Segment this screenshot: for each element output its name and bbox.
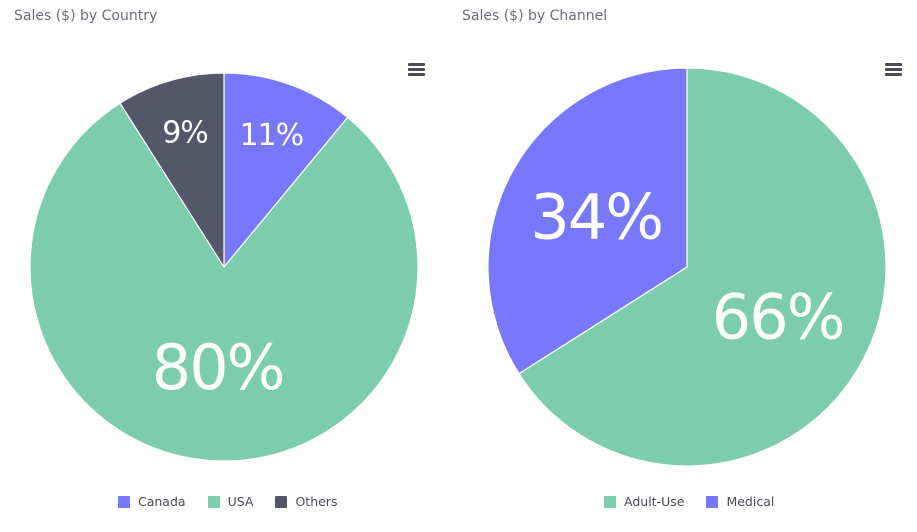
slice-data-label: 80% [152, 331, 284, 404]
legend-label: Medical [726, 494, 775, 509]
pie-slice-medical[interactable] [487, 67, 688, 375]
legend-swatch [604, 495, 616, 508]
country-chart-panel: Sales ($) by Country 11% 80% 9% Canada USA… [0, 0, 448, 532]
legend-item-others[interactable]: Others [275, 494, 337, 509]
slice-data-label: 34% [530, 181, 662, 254]
country-pie-chart: 11% 80% 9% [29, 72, 419, 462]
legend-swatch [118, 495, 130, 508]
chart-legend: Adult-Use Medical [604, 494, 774, 509]
chart-title: Sales ($) by Channel [462, 8, 608, 24]
slice-data-label: 9% [162, 115, 208, 150]
pie-slice-others[interactable] [119, 72, 225, 268]
channel-chart-panel: Sales ($) by Channel 66% 34% Adult-Use Me… [448, 0, 917, 532]
legend-swatch [706, 495, 719, 508]
pie-slice-canada[interactable] [223, 72, 349, 268]
legend-item-adult-use[interactable]: Adult-Use [604, 494, 684, 509]
legend-label: Adult-Use [624, 494, 685, 509]
legend-swatch [275, 495, 288, 508]
hamburger-menu-icon [408, 63, 425, 66]
channel-pie-chart: 66% 34% [487, 67, 887, 467]
legend-label: USA [227, 494, 254, 509]
chart-menu-button[interactable] [885, 61, 903, 77]
legend-item-usa[interactable]: USA [207, 494, 254, 509]
pie-slice-adult-use[interactable] [518, 67, 887, 467]
slice-data-label: 11% [239, 118, 303, 153]
legend-item-medical[interactable]: Medical [706, 494, 774, 509]
legend-label: Others [295, 494, 338, 509]
chart-menu-button[interactable] [408, 61, 426, 77]
hamburger-menu-icon [885, 63, 902, 66]
chart-title: Sales ($) by Country [14, 8, 158, 24]
legend-label: Canada [138, 494, 186, 509]
pie-slice-usa[interactable] [29, 102, 419, 462]
legend-item-canada[interactable]: Canada [118, 494, 186, 509]
legend-swatch [207, 495, 220, 508]
chart-legend: Canada USA Others [118, 494, 337, 509]
slice-data-label: 66% [712, 280, 844, 353]
